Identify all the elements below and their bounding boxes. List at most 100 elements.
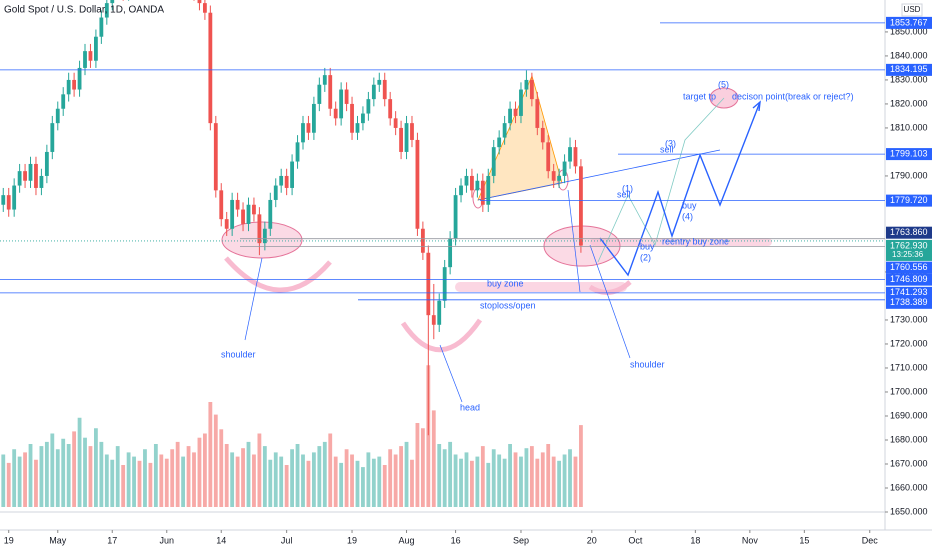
candle-body bbox=[551, 171, 556, 181]
x-tick-label: Jul bbox=[281, 535, 293, 545]
volume-bar bbox=[66, 444, 71, 507]
candle-body bbox=[83, 51, 87, 68]
volume-bar bbox=[322, 441, 327, 507]
volume-bar bbox=[301, 454, 305, 507]
volume-bar bbox=[55, 449, 60, 507]
candle-body bbox=[568, 147, 572, 162]
candle-body bbox=[535, 99, 540, 128]
volume-bar bbox=[579, 425, 583, 507]
chart-title: Gold Spot / U.S. Dollar, 1D, OANDA bbox=[4, 5, 164, 16]
volume-bar bbox=[164, 458, 169, 507]
volume-bar bbox=[551, 456, 556, 507]
candle-body bbox=[382, 79, 387, 100]
candle-body bbox=[453, 195, 458, 239]
volume-bar bbox=[39, 446, 44, 507]
volume-bar bbox=[6, 462, 11, 507]
y-tick-label: 1650.000 bbox=[890, 506, 928, 516]
volume-bar bbox=[44, 441, 49, 507]
volume-bar bbox=[371, 458, 376, 507]
candle-body bbox=[448, 238, 453, 268]
candle-body bbox=[361, 113, 365, 124]
candle-body bbox=[491, 147, 496, 176]
volume-bar bbox=[262, 446, 267, 507]
candle-body bbox=[311, 103, 316, 133]
candle-body bbox=[17, 171, 22, 186]
x-tick-label: May bbox=[49, 535, 67, 545]
candle-body bbox=[273, 185, 278, 200]
candle-body bbox=[322, 75, 327, 85]
volume-bar bbox=[12, 449, 17, 507]
volume-bar bbox=[497, 454, 502, 507]
candle-body bbox=[529, 79, 534, 100]
buy-zone bbox=[455, 282, 627, 292]
arc bbox=[588, 280, 632, 295]
volume-bar bbox=[339, 462, 344, 507]
candle-body bbox=[388, 99, 393, 119]
x-tick-label: Aug bbox=[399, 535, 415, 545]
volume-bar bbox=[475, 456, 480, 507]
candle-body bbox=[213, 123, 218, 191]
arrow bbox=[589, 244, 631, 359]
candle-body bbox=[459, 185, 463, 196]
volume-bar bbox=[34, 459, 38, 507]
candle-body bbox=[442, 267, 447, 301]
volume-bar bbox=[246, 441, 251, 507]
volume-bar bbox=[268, 459, 273, 507]
volume-bar bbox=[110, 459, 115, 507]
projection bbox=[599, 101, 761, 277]
arrow-head bbox=[752, 100, 761, 112]
volume-bar bbox=[192, 452, 196, 507]
level-label-bg bbox=[886, 286, 932, 299]
volume-bar bbox=[72, 431, 77, 507]
candle-body bbox=[219, 190, 224, 220]
x-tick-label: 20 bbox=[587, 535, 597, 545]
candle-body bbox=[208, 12, 213, 124]
currency-box bbox=[901, 3, 923, 17]
volume-bar bbox=[208, 402, 213, 507]
candle-body bbox=[268, 199, 273, 229]
volume-bar bbox=[306, 460, 311, 507]
volume-bar bbox=[453, 454, 458, 507]
volume-bar bbox=[99, 441, 104, 507]
volume-bar bbox=[230, 452, 235, 507]
x-tick-label: Nov bbox=[742, 535, 759, 545]
volume-bar bbox=[562, 454, 567, 507]
arc bbox=[400, 318, 483, 353]
volume-bar bbox=[143, 449, 147, 507]
level-label: 1779.720 bbox=[890, 195, 928, 205]
volume-bar bbox=[344, 449, 349, 507]
volume-bar bbox=[94, 428, 98, 507]
volume-bar bbox=[219, 429, 224, 507]
volume-bar bbox=[410, 459, 414, 507]
reentry-zone bbox=[590, 238, 772, 246]
annotation: stoploss/open bbox=[480, 300, 536, 310]
candle-body bbox=[104, 3, 109, 18]
volume-bar bbox=[399, 446, 403, 507]
series bbox=[1, 0, 583, 507]
candle-body bbox=[295, 142, 300, 162]
candle-body bbox=[426, 252, 431, 316]
y-tick-label: 1830.000 bbox=[890, 74, 928, 84]
volume-bar bbox=[295, 444, 300, 507]
y-tick-label: 1720.000 bbox=[890, 338, 928, 348]
candle-body bbox=[480, 180, 485, 205]
arrow bbox=[244, 257, 263, 341]
volume-bar bbox=[28, 444, 33, 507]
annotation: shoulder bbox=[221, 349, 256, 359]
volume-bar bbox=[540, 452, 545, 507]
volume-bar bbox=[1, 454, 6, 507]
y-tick-label: 1850.000 bbox=[890, 26, 928, 36]
arrow bbox=[439, 344, 463, 403]
annotation: buy bbox=[640, 241, 655, 251]
candle-body bbox=[431, 315, 436, 325]
level-label-bg bbox=[886, 239, 932, 261]
candle-body bbox=[6, 195, 11, 210]
annotation: (3) bbox=[665, 138, 676, 148]
volume-bar bbox=[546, 444, 551, 507]
volume-bar bbox=[404, 441, 409, 507]
volume-bar bbox=[279, 456, 284, 507]
annotation: decison point(break or reject?) bbox=[732, 91, 854, 101]
candle-body bbox=[350, 103, 354, 133]
volume-bar bbox=[382, 465, 387, 507]
level-label: 1741.293 bbox=[890, 287, 928, 297]
